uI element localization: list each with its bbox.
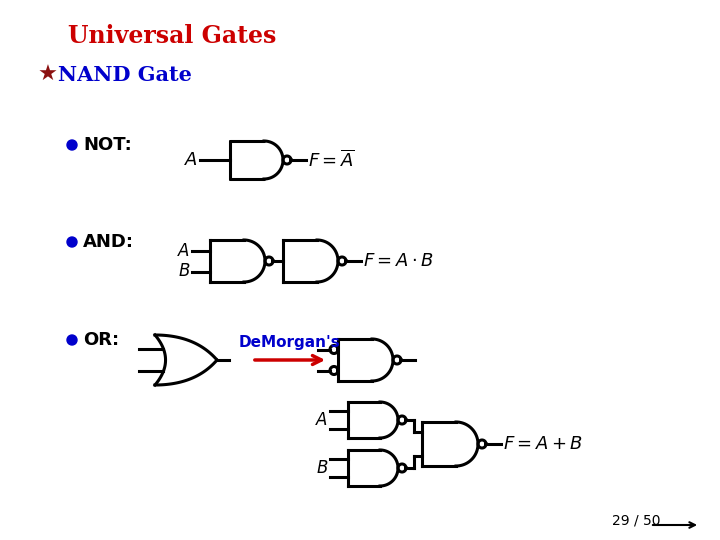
Text: 29 / 50: 29 / 50 (611, 513, 660, 527)
Text: $A$: $A$ (315, 411, 328, 429)
Text: $F = \overline{A}$: $F = \overline{A}$ (308, 149, 355, 171)
Circle shape (67, 140, 77, 150)
Text: ★: ★ (38, 65, 58, 85)
Text: $F = A \cdot B$: $F = A \cdot B$ (363, 252, 433, 270)
Text: NOT:: NOT: (83, 136, 132, 154)
Text: $B$: $B$ (178, 262, 190, 280)
Text: DeMorgan's: DeMorgan's (239, 335, 341, 350)
Text: NAND Gate: NAND Gate (58, 65, 192, 85)
Text: Universal Gates: Universal Gates (68, 24, 276, 48)
Circle shape (67, 335, 77, 345)
Text: AND:: AND: (83, 233, 134, 251)
Text: $A$: $A$ (184, 151, 198, 169)
Text: OR:: OR: (83, 331, 119, 349)
Text: $A$: $A$ (177, 241, 190, 260)
Circle shape (67, 237, 77, 247)
Text: $B$: $B$ (315, 459, 328, 477)
Text: $F = A + B$: $F = A + B$ (503, 435, 583, 453)
